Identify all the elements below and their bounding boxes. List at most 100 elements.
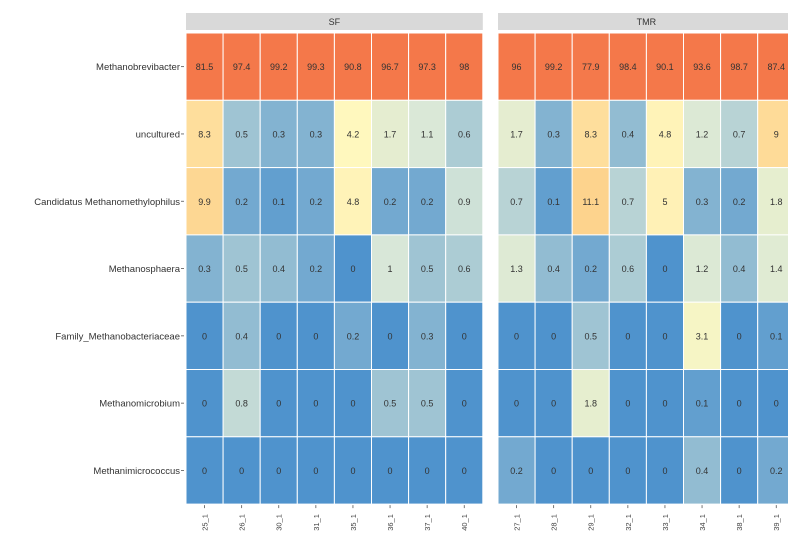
cell-value: 0 (551, 466, 556, 476)
cell-value: 96 (512, 62, 522, 72)
heatmap-cell (259, 301, 298, 371)
column-label: 26_1 (238, 514, 247, 531)
cell-value: 0 (425, 466, 430, 476)
cell-value: 97.3 (418, 62, 436, 72)
cell-value: 99.2 (545, 62, 563, 72)
cell-value: 99.3 (307, 62, 325, 72)
heatmap-cell (445, 301, 484, 371)
heatmap-cell (720, 234, 759, 303)
cell-value: 0.5 (384, 399, 397, 409)
column-label: 27_1 (513, 514, 522, 531)
heatmap-cell (608, 99, 647, 169)
cell-value: 0.7 (510, 197, 523, 207)
heatmap-cell (185, 234, 224, 303)
heatmap-cell (720, 32, 759, 101)
heatmap-cell (259, 369, 298, 438)
heatmap-cell (222, 167, 261, 236)
heatmap-cell (371, 99, 410, 169)
heatmap-cell (185, 369, 224, 438)
heatmap-cell (371, 436, 410, 505)
cell-value: 11.1 (582, 197, 599, 207)
heatmap-cell (259, 167, 298, 236)
heatmap-cell (333, 369, 372, 438)
column-label: 30_1 (275, 514, 284, 531)
heatmap-cell (608, 369, 647, 438)
heatmap-cell (296, 436, 335, 505)
panel-strip (186, 13, 483, 30)
heatmap-cell (445, 32, 484, 101)
heatmap-cell (296, 167, 335, 236)
cell-value: 0.5 (235, 264, 248, 274)
cell-value: 0.4 (547, 264, 560, 274)
cell-value: 96.7 (381, 62, 399, 72)
heatmap-cell (720, 369, 759, 438)
cell-value: 0 (625, 466, 630, 476)
heatmap-cell (408, 99, 447, 169)
cell-value: 0 (202, 331, 207, 341)
column-label: 35_1 (349, 514, 358, 531)
heatmap-cell (445, 99, 484, 169)
cell-value: 98.4 (619, 62, 637, 72)
heatmap-cell (645, 234, 685, 303)
cell-value: 0 (276, 466, 281, 476)
cell-value: 0.2 (733, 197, 746, 207)
cell-value: 0 (662, 466, 667, 476)
heatmap-cell (185, 32, 224, 101)
heatmap-cell (222, 301, 261, 371)
heatmap-cell (445, 369, 484, 438)
cell-value: 1.2 (696, 129, 709, 139)
heatmap-cell (185, 167, 224, 236)
row-label: Methanomicrobium (99, 399, 180, 410)
column-label: 36_1 (386, 514, 395, 531)
cell-value: 0.5 (584, 331, 597, 341)
cell-value: 0 (202, 466, 207, 476)
cell-value: 0 (350, 466, 355, 476)
heatmap-cell (757, 167, 788, 236)
heatmap-cell (497, 167, 536, 236)
cell-value: 98.7 (730, 62, 748, 72)
cell-value: 0 (350, 399, 355, 409)
heatmap-cell (534, 99, 573, 169)
cell-value: 0.4 (733, 264, 746, 274)
cell-value: 77.9 (582, 62, 600, 72)
cell-value: 0.9 (458, 197, 471, 207)
cell-value: 98 (459, 62, 469, 72)
cell-value: 0.3 (696, 197, 709, 207)
heatmap-cell (757, 32, 788, 101)
cell-value: 0 (737, 331, 742, 341)
cell-value: 0.2 (584, 264, 597, 274)
heatmap-cell (296, 369, 335, 438)
heatmap-cell (757, 301, 788, 371)
cell-value: 0.2 (347, 331, 360, 341)
heatmap-cell (534, 301, 573, 371)
cell-value: 0 (588, 466, 593, 476)
cell-value: 0.3 (198, 264, 211, 274)
cell-value: 0 (662, 331, 667, 341)
heatmap-cell (445, 167, 484, 236)
column-label: 33_1 (661, 514, 670, 531)
cell-value: 1.4 (770, 264, 783, 274)
panel-title: SF (329, 17, 341, 27)
cell-value: 0 (313, 466, 318, 476)
cell-value: 0.1 (696, 399, 709, 409)
heatmap-cell (720, 301, 759, 371)
heatmap-cell (645, 99, 685, 169)
cell-value: 0 (462, 466, 467, 476)
cell-value: 0 (625, 399, 630, 409)
heatmap-cell (645, 369, 685, 438)
row-label: Candidatus Methanomethylophilus (34, 197, 180, 208)
heatmap-cell (645, 436, 685, 505)
heatmap-cell (222, 99, 261, 169)
cell-value: 0 (313, 331, 318, 341)
column-label: 37_1 (423, 514, 432, 531)
cell-value: 99.2 (270, 62, 288, 72)
heatmap-cell (371, 32, 410, 101)
cell-value: 0 (514, 331, 519, 341)
cell-value: 4.8 (347, 197, 360, 207)
heatmap-cell (645, 32, 685, 101)
cell-value: 90.1 (656, 62, 674, 72)
column-label: 28_1 (550, 514, 559, 531)
cell-value: 0 (350, 264, 355, 274)
column-label: 32_1 (624, 514, 633, 531)
